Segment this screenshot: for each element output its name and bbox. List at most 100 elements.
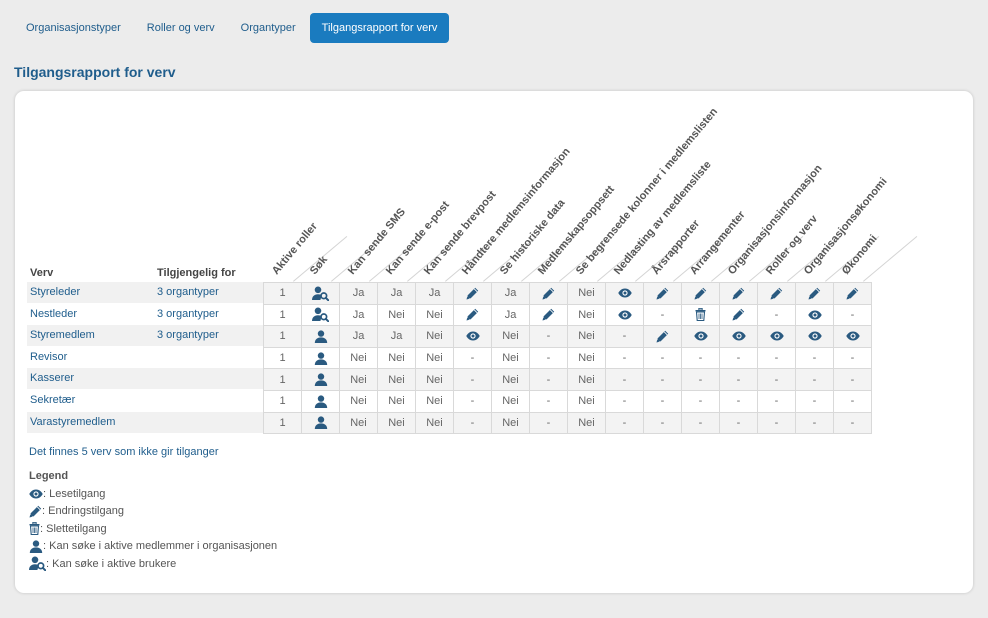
legend-title: Legend (29, 470, 69, 482)
table-cell: Nei (491, 346, 530, 370)
eye-icon (605, 303, 644, 327)
column-header: Roller og verv (757, 91, 842, 282)
table-cell: - (795, 346, 834, 370)
table-cell: Ja (415, 282, 454, 305)
table-row: 1 Ja Ja Nei Nei - Nei - (263, 325, 872, 348)
edit-icon (681, 282, 720, 305)
report-panel: Aktive roller Søk Kan sende SMS Kan sende e… (15, 91, 973, 593)
column-header-label: Søk (307, 253, 330, 277)
table-cell: - (529, 411, 568, 435)
table-cell: 1 (263, 389, 302, 413)
table-cell: - (453, 368, 492, 391)
table-cell: - (605, 368, 644, 391)
table-cell: Nei (339, 389, 378, 413)
edit-icon (529, 282, 568, 305)
table-cell: - (453, 389, 492, 413)
verv-row: Styremedlem 3 organtyper (27, 325, 263, 347)
edit-icon (643, 325, 682, 348)
trash-icon (681, 303, 720, 327)
tab-roller-og-verv[interactable]: Roller og verv (146, 22, 215, 34)
eye-icon (719, 325, 758, 348)
table-row: 1 Nei Nei Nei - Nei - Nei - - - - - - - (263, 368, 872, 391)
verv-link[interactable]: Sekretær (30, 394, 76, 406)
legend-item: : Kan søke i aktive brukere (29, 555, 277, 573)
table-cell: Nei (567, 389, 606, 413)
tab-organisasjonstyper[interactable]: Organisasjonstyper (26, 22, 121, 34)
table-cell: - (719, 389, 758, 413)
tilgjengelig-link[interactable]: 3 organtyper (157, 307, 219, 320)
table-cell: Nei (567, 411, 606, 435)
legend-text: : Lesetilgang (43, 487, 106, 500)
tab-organtyper[interactable]: Organtyper (240, 22, 296, 34)
trash-icon (29, 522, 40, 536)
legend-item: : Lesetilgang (29, 485, 277, 503)
verv-link[interactable]: Styreleder (30, 286, 81, 298)
table-cell: - (605, 325, 644, 348)
table-cell: Nei (339, 411, 378, 435)
table-cell: Nei (377, 389, 416, 413)
tilgjengelig-link[interactable]: 3 organtyper (157, 286, 219, 298)
table-cell: Nei (567, 282, 606, 305)
table-cell: - (605, 346, 644, 370)
table-cell: - (643, 346, 682, 370)
column-header: Organisasjonsinformasjon (719, 91, 825, 282)
table-cell: Nei (377, 368, 416, 391)
column-header: Kan sende SMS (339, 91, 424, 282)
page-title: Tilgangsrapport for verv (14, 64, 176, 80)
table-cell: - (681, 411, 720, 435)
tilgjengelig-link[interactable]: 3 organtyper (157, 329, 219, 342)
table-cell: Nei (491, 368, 530, 391)
verv-row: Sekretær (27, 390, 263, 411)
eye-icon (795, 325, 834, 348)
table-cell: Nei (415, 411, 454, 435)
edit-icon (795, 282, 834, 305)
eye-icon (833, 325, 872, 348)
verv-link[interactable]: Styremedlem (30, 329, 95, 342)
eye-icon (453, 325, 492, 348)
table-cell: - (833, 411, 872, 435)
eye-icon (681, 325, 720, 348)
table-cell: Ja (339, 303, 378, 327)
header-verv: Verv (30, 267, 54, 279)
table-cell: - (605, 411, 644, 435)
table-cell: - (529, 346, 568, 370)
eye-icon (605, 282, 644, 305)
eye-icon (29, 489, 43, 499)
verv-link[interactable]: Varastyremedlem (30, 415, 116, 428)
table-cell: - (529, 389, 568, 413)
column-header: Se historiske data (491, 91, 576, 282)
search-member-icon (301, 411, 340, 435)
column-header: Kan sende brevpost (415, 91, 500, 282)
search-users-icon (301, 303, 340, 327)
verv-link[interactable]: Kasserer (30, 372, 75, 385)
edit-icon (29, 505, 42, 518)
verv-row: Varastyremedlem (27, 411, 263, 433)
table-cell: Nei (377, 346, 416, 370)
column-header: Kan sende e-post (377, 91, 462, 282)
table-row: 1 Nei Nei Nei - Nei - Nei - - - - - - - (263, 411, 872, 435)
column-header: Arrangementer (681, 91, 766, 282)
table-cell: - (757, 368, 796, 391)
table-cell: - (605, 389, 644, 413)
table-cell: 1 (263, 411, 302, 435)
search-member-icon (301, 346, 340, 370)
column-header: Håndtere medlemsinformasjon (453, 91, 573, 282)
no-access-note-link[interactable]: Det finnes 5 verv som ikke gir tilganger (29, 446, 219, 458)
table-cell: Nei (415, 346, 454, 370)
table-cell: - (833, 389, 872, 413)
verv-link[interactable]: Nestleder (30, 307, 78, 320)
table-cell: - (643, 303, 682, 327)
header-tilgjengelig: Tilgjengelig for (157, 267, 236, 279)
table-cell: Nei (415, 368, 454, 391)
table-cell: - (643, 368, 682, 391)
eye-icon (757, 325, 796, 348)
edit-icon (453, 282, 492, 305)
verv-link[interactable]: Revisor (30, 350, 68, 363)
search-member-icon (29, 540, 43, 553)
table-cell: - (795, 389, 834, 413)
table-cell: 1 (263, 282, 302, 305)
tab-tilgangsrapport[interactable]: Tilgangsrapport for verv (309, 13, 450, 43)
column-header: Organisasjonsøkonomi (795, 91, 890, 282)
table-cell: Nei (567, 325, 606, 348)
table-cell: Nei (491, 389, 530, 413)
